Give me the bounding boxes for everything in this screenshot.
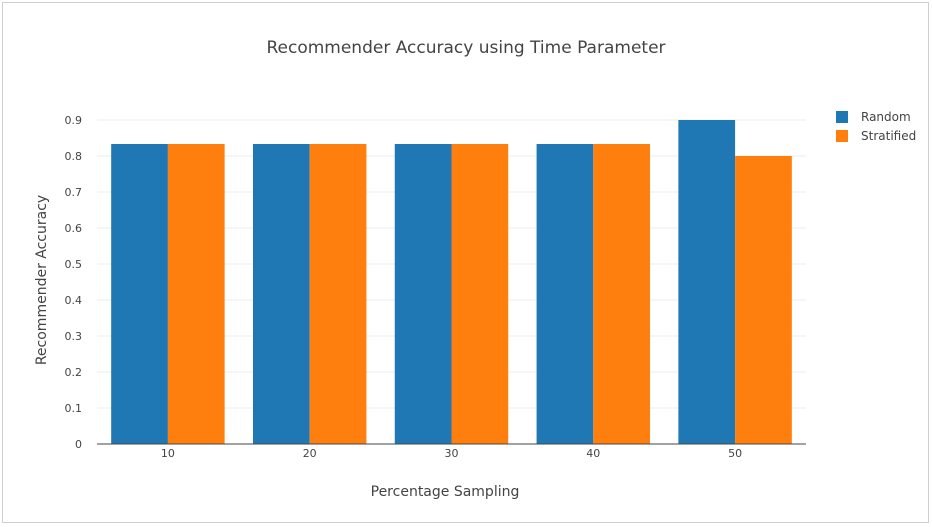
y-tick-label: 0.5 xyxy=(65,258,83,271)
y-tick-label: 0.2 xyxy=(65,366,83,379)
y-tick-label: 0 xyxy=(75,438,82,451)
y-tick-label: 0.8 xyxy=(65,150,83,163)
x-tick-label: 40 xyxy=(586,447,600,460)
bar-random-50 xyxy=(678,120,736,444)
y-tick-label: 0.9 xyxy=(65,114,83,127)
y-tick-label: 0.3 xyxy=(65,330,83,343)
legend-swatch-stratified xyxy=(836,130,848,142)
chart-title: Recommender Accuracy using Time Paramete… xyxy=(266,38,665,58)
y-axis-title: Recommender Accuracy xyxy=(34,195,50,365)
x-tick-label: 30 xyxy=(445,447,459,460)
legend-swatch-random xyxy=(836,111,848,123)
bar-stratified-20 xyxy=(309,144,367,444)
y-tick-label: 0.1 xyxy=(65,402,83,415)
y-tick-labels: 0 0.1 0.2 0.3 0.4 0.5 0.6 0.7 0.8 0.9 xyxy=(65,114,83,451)
bar-random-10 xyxy=(111,144,168,444)
bar-stratified-40 xyxy=(593,144,651,444)
y-tick-label: 0.4 xyxy=(65,294,83,307)
bar-stratified-30 xyxy=(451,144,509,444)
legend-label-stratified: Stratified xyxy=(861,129,916,143)
bar-random-20 xyxy=(252,144,310,444)
x-tick-label: 50 xyxy=(728,447,742,460)
x-tick-label: 20 xyxy=(303,447,317,460)
bars xyxy=(111,120,792,444)
x-tick-labels: 10 20 30 40 50 xyxy=(161,447,742,460)
y-tick-label: 0.7 xyxy=(65,186,83,199)
bar-stratified-10 xyxy=(167,144,225,444)
legend-label-random: Random xyxy=(861,110,911,124)
bar-random-30 xyxy=(394,144,452,444)
bar-random-40 xyxy=(536,144,594,444)
bar-stratified-50 xyxy=(735,156,792,444)
x-axis-title: Percentage Sampling xyxy=(371,484,520,500)
x-tick-label: 10 xyxy=(161,447,175,460)
y-tick-label: 0.6 xyxy=(65,222,83,235)
legend: Random Stratified xyxy=(836,110,916,143)
